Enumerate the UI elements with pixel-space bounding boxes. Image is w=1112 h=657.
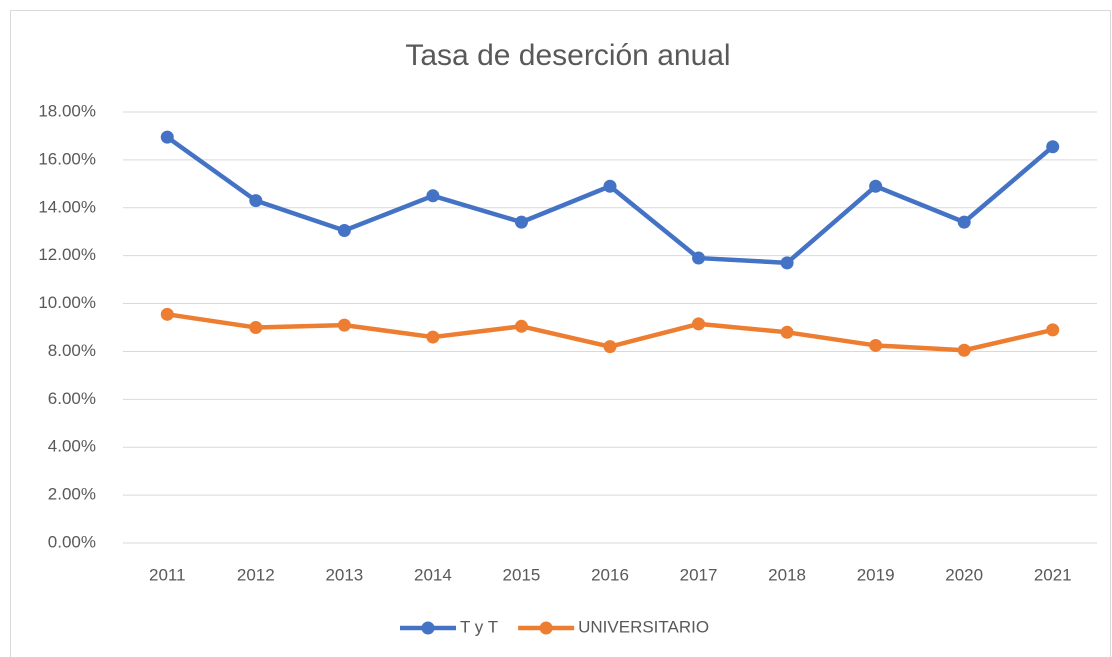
x-tick-label: 2016 — [591, 565, 629, 584]
y-tick-label: 16.00% — [38, 149, 96, 168]
legend-marker — [421, 621, 435, 635]
x-tick-label: 2015 — [503, 565, 541, 584]
legend-label: T y T — [460, 617, 498, 636]
y-tick-label: 8.00% — [48, 341, 96, 360]
data-point — [249, 321, 263, 334]
x-tick-label: 2019 — [857, 565, 895, 584]
data-point — [1046, 140, 1060, 154]
y-tick-label: 0.00% — [48, 532, 96, 551]
y-tick-label: 14.00% — [38, 197, 96, 216]
data-point — [692, 317, 706, 331]
data-point — [426, 189, 440, 203]
data-point — [603, 340, 617, 354]
y-tick-label: 4.00% — [48, 437, 96, 456]
x-tick-label: 2021 — [1034, 565, 1072, 584]
data-point — [692, 251, 706, 265]
x-tick-label: 2020 — [945, 565, 983, 584]
data-point — [337, 318, 351, 332]
data-point — [869, 338, 883, 352]
y-tick-label: 10.00% — [38, 293, 96, 312]
data-point — [426, 330, 440, 344]
data-point — [603, 179, 617, 193]
x-tick-label: 2014 — [414, 565, 452, 584]
data-point — [160, 130, 174, 144]
data-point — [957, 343, 971, 357]
x-tick-label: 2011 — [149, 565, 186, 584]
data-point — [249, 194, 263, 208]
y-tick-label: 18.00% — [38, 101, 96, 120]
x-tick-label: 2018 — [768, 565, 806, 584]
y-tick-label: 2.00% — [48, 485, 96, 504]
data-point — [514, 215, 528, 229]
data-point — [869, 179, 883, 193]
y-tick-label: 12.00% — [38, 245, 96, 264]
data-point — [957, 215, 971, 229]
x-tick-label: 2012 — [237, 565, 275, 584]
chart-title: Tasa de deserción anual — [405, 39, 730, 72]
data-point — [160, 307, 174, 321]
data-point — [337, 224, 351, 238]
data-point — [1046, 323, 1060, 337]
legend-label: UNIVERSITARIO — [578, 617, 709, 636]
y-tick-label: 6.00% — [48, 389, 96, 408]
x-tick-label: 2017 — [680, 565, 718, 584]
data-point — [780, 256, 794, 270]
legend-marker — [539, 621, 553, 635]
x-tick-label: 2013 — [325, 565, 363, 584]
data-point — [780, 325, 794, 339]
data-point — [514, 319, 528, 333]
